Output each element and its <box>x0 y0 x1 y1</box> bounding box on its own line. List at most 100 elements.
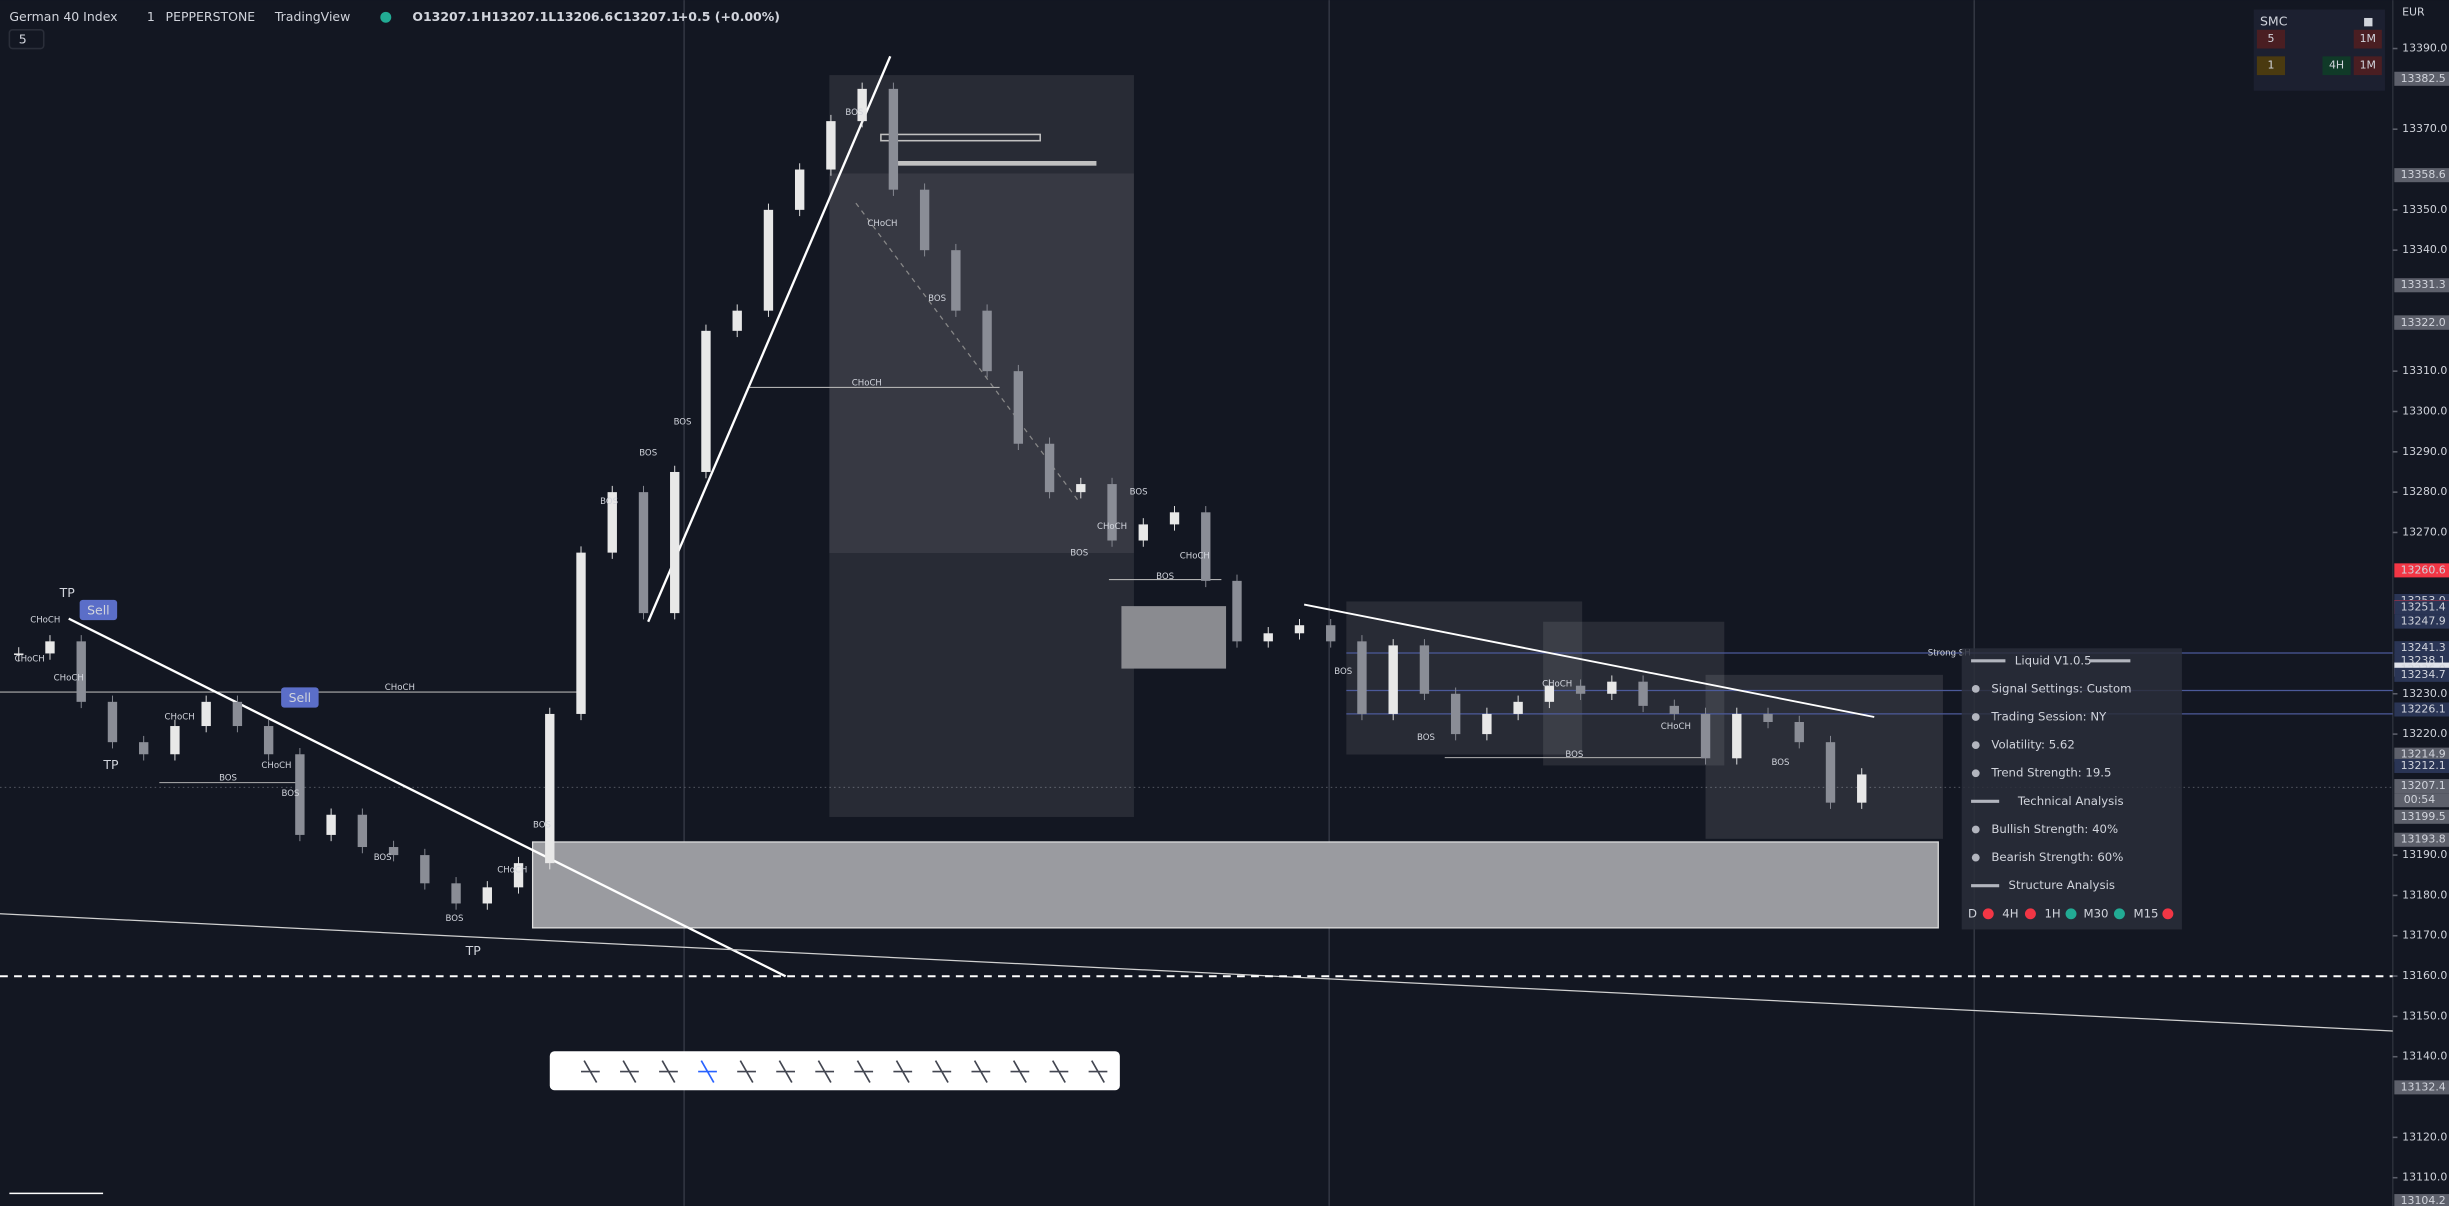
symbol[interactable]: German 40 Index <box>9 9 117 24</box>
candle <box>1076 484 1086 493</box>
annotation: CHoCH <box>852 378 882 388</box>
tool-icon[interactable] <box>581 1060 600 1083</box>
interval[interactable]: 1 <box>147 9 155 24</box>
axis-tick-label: 13290.0 <box>2402 445 2447 458</box>
indicators-toggle[interactable] <box>8 29 45 50</box>
price-marker <box>2394 278 2449 293</box>
annotation: CHoCH <box>867 219 897 229</box>
price-marker <box>2394 747 2449 762</box>
axis-tick-label: 13140.0 <box>2402 1050 2447 1063</box>
candle <box>1263 633 1273 642</box>
candle <box>1107 484 1117 541</box>
annotation: BOS <box>1070 549 1088 559</box>
annotation: TP <box>59 585 76 600</box>
candle <box>1138 524 1148 541</box>
annotation: BOS <box>639 449 657 459</box>
axis-tick-label: 13370.0 <box>2402 122 2447 135</box>
axis-tick-label: 13300.0 <box>2402 404 2447 417</box>
annotation: BOS <box>282 789 300 799</box>
currency[interactable]: EUR <box>2402 6 2425 19</box>
annotations: TP Sell CHoCH CHoCH CHoCH TP CHoCH Sell CHoCH BOS… <box>15 108 1971 958</box>
smc-icon: ■ <box>2363 15 2373 28</box>
axis-tick-label: 13180.0 <box>2402 888 2447 901</box>
candle <box>1794 722 1804 743</box>
tool-icon[interactable] <box>659 1060 678 1083</box>
annotation: TP <box>102 757 119 772</box>
candle <box>607 492 617 553</box>
candle <box>794 169 805 210</box>
candle <box>826 121 836 170</box>
timeframe-status <box>1982 908 1994 920</box>
axis-tick-label: 13390.0 <box>2402 42 2447 55</box>
zone <box>829 75 1134 817</box>
countdown: 00:54 <box>2404 793 2436 806</box>
annotation: BOS <box>1417 733 1435 743</box>
candle <box>1450 693 1461 735</box>
tool-icon[interactable] <box>1010 1060 1030 1083</box>
price-marker-label: 13104.2 <box>2401 1194 2446 1206</box>
price-marker <box>2394 315 2449 330</box>
tool-icon[interactable] <box>932 1060 952 1083</box>
candle <box>857 88 867 122</box>
candle <box>951 250 961 311</box>
axis-tick-label: 13350.0 <box>2402 203 2447 216</box>
annotation: Strong SH <box>1928 648 1971 658</box>
indicators-count[interactable]: 5 <box>19 31 27 46</box>
price-marker-label: 13260.6 <box>2401 563 2446 576</box>
price-marker-label: 13214.9 <box>2401 748 2446 761</box>
candle <box>1638 681 1648 706</box>
tool-icon[interactable] <box>620 1060 639 1083</box>
candle <box>732 310 742 331</box>
tool-icon[interactable] <box>1049 1060 1069 1083</box>
tool-icon[interactable] <box>776 1060 795 1083</box>
annotation: TP <box>465 943 482 958</box>
zone <box>1543 621 1725 766</box>
axis-tick-label: 13270.0 <box>2402 525 2447 538</box>
annotation: BOS <box>533 820 551 830</box>
price-marker-label: 13322.0 <box>2401 316 2446 329</box>
candle <box>982 310 992 372</box>
liquid-row: Volatility: 5.62 <box>1991 738 2074 752</box>
price-marker-label: 13234.7 <box>2401 668 2446 681</box>
price-marker <box>2394 71 2449 86</box>
annotation: CHoCH <box>261 761 291 771</box>
liquid-panel <box>1961 648 2182 930</box>
tool-icon[interactable] <box>698 1060 717 1083</box>
candle <box>1763 713 1773 723</box>
tool-icon[interactable] <box>815 1060 835 1083</box>
smc-cell-label: 1 <box>2267 59 2274 72</box>
candle <box>1169 512 1180 525</box>
price-marker-label: 13132.4 <box>2401 1080 2446 1093</box>
tool-icon[interactable] <box>737 1060 756 1083</box>
price-marker-label: 13331.3 <box>2401 278 2446 291</box>
smc-cell <box>2256 56 2286 76</box>
timeframe: M15 <box>2134 906 2159 920</box>
zone <box>531 841 1939 929</box>
countdown-bg <box>2394 793 2449 808</box>
candle <box>1575 685 1586 694</box>
annotation: CHoCH <box>1542 680 1572 690</box>
candle <box>482 887 492 904</box>
candle <box>14 653 24 656</box>
row-icon <box>1971 741 1980 750</box>
price-marker <box>2394 702 2449 717</box>
candle <box>263 726 274 755</box>
candle <box>576 552 586 714</box>
tool-icon[interactable] <box>893 1060 913 1083</box>
tool-icon[interactable] <box>1088 1060 1108 1083</box>
candle <box>1732 713 1742 759</box>
zone <box>890 160 1097 166</box>
zone <box>1705 674 1943 839</box>
candle <box>1013 371 1024 444</box>
price-marker-label: 13247.9 <box>2401 615 2446 628</box>
tool-icon[interactable] <box>854 1060 874 1083</box>
row-icon <box>1971 769 1980 778</box>
candle <box>701 330 711 472</box>
liquid-title: Liquid V1.0.5 <box>2015 653 2092 667</box>
annotation: CHoCH <box>1180 552 1210 562</box>
tool-icon[interactable] <box>971 1060 991 1083</box>
candle <box>545 713 555 864</box>
candles <box>14 82 1867 910</box>
